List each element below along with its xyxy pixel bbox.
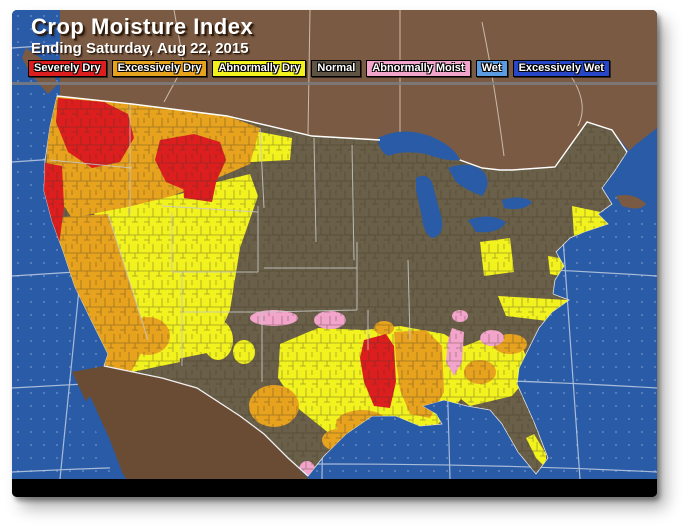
legend-chip-excessively-wet: Excessively Wet bbox=[512, 60, 610, 77]
gulf-st-lawrence bbox=[610, 128, 657, 220]
international-borders bbox=[56, 95, 628, 477]
legend-bar: Severely Dry Excessively Dry Abnormally … bbox=[28, 60, 610, 77]
state-borders bbox=[49, 104, 411, 382]
cmi-map-card: Crop Moisture Index Ending Saturday, Aug… bbox=[12, 10, 657, 497]
legend-chip-abnormally-moist: Abnormally Moist bbox=[366, 60, 471, 77]
gulf-of-california bbox=[84, 396, 126, 479]
legend-chip-abnormally-dry: Abnormally Dry bbox=[212, 60, 307, 77]
us-crop-moisture-map bbox=[12, 10, 657, 497]
legend-divider-line bbox=[12, 82, 657, 85]
bottom-black-bar bbox=[12, 479, 657, 497]
legend-chip-wet: Wet bbox=[475, 60, 508, 77]
great-lakes bbox=[378, 131, 532, 238]
legend-chip-severely-dry: Severely Dry bbox=[28, 60, 107, 77]
legend-chip-excessively-dry: Excessively Dry bbox=[111, 60, 208, 77]
legend-chip-normal: Normal bbox=[311, 60, 362, 77]
nova-scotia bbox=[616, 195, 646, 209]
page-title: Crop Moisture Index bbox=[31, 14, 254, 39]
mexico-layer bbox=[72, 366, 308, 479]
date-subtitle: Ending Saturday, Aug 22, 2015 bbox=[31, 40, 249, 57]
